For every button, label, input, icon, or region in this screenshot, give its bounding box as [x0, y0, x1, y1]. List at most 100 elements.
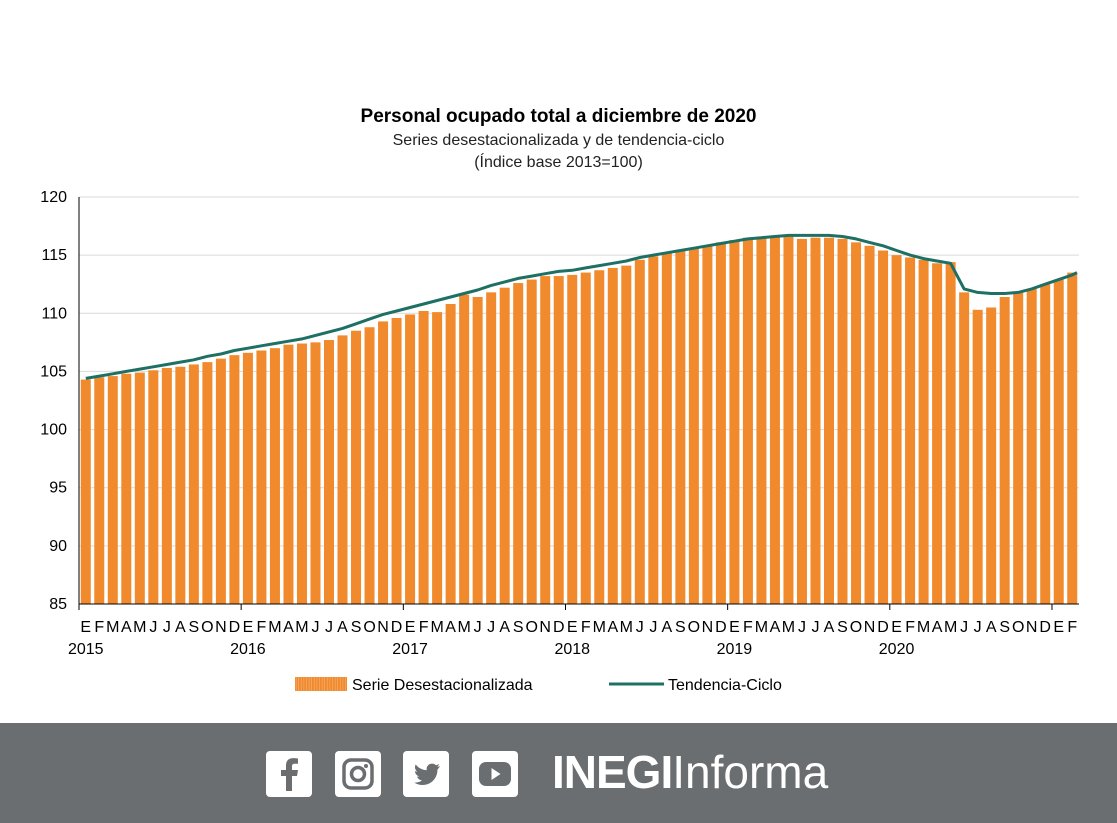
bar	[756, 236, 767, 604]
bar	[242, 352, 253, 604]
x-tick-label: M	[917, 619, 930, 636]
facebook-icon[interactable]	[266, 751, 312, 797]
bar	[918, 259, 929, 604]
x-tick-label: A	[445, 619, 456, 636]
x-tick-label: J	[811, 619, 819, 636]
x-tick-label: E	[891, 619, 902, 636]
bar	[999, 297, 1010, 604]
bar	[972, 309, 983, 604]
bar	[391, 317, 402, 604]
legend-label-bars: Serie Desestacionalizada	[352, 677, 533, 694]
bar	[526, 279, 537, 604]
x-tick-label: E	[405, 619, 416, 636]
year-label: 2020	[879, 641, 915, 658]
bar	[445, 303, 456, 604]
bar	[634, 259, 645, 604]
bar	[729, 240, 740, 605]
bar	[932, 263, 943, 604]
x-tick-label: J	[487, 619, 495, 636]
bar	[540, 276, 551, 604]
bar	[337, 335, 348, 604]
x-tick-label: F	[743, 619, 753, 636]
x-tick-label: J	[798, 619, 806, 636]
bar	[864, 245, 875, 604]
bar	[296, 343, 307, 604]
twitter-icon[interactable]	[403, 751, 449, 797]
x-tick-label: N	[702, 619, 714, 636]
trend-line	[85, 233, 1078, 380]
bar	[959, 292, 970, 604]
y-tick-label: 85	[49, 596, 67, 613]
bar	[796, 238, 807, 604]
bar	[905, 257, 916, 604]
x-tick-label: M	[944, 619, 957, 636]
x-tick-label: N	[539, 619, 551, 636]
x-tick-label: D	[553, 619, 565, 636]
bar	[688, 248, 699, 604]
bar	[851, 242, 862, 604]
chart-title: Personal ocupado total a diciembre de 20…	[360, 106, 757, 127]
legend-bar-swatch	[295, 677, 347, 691]
bar	[351, 330, 362, 604]
footer-bar: INEGIInforma	[0, 723, 1117, 823]
x-tick-label: M	[133, 619, 146, 636]
x-tick-label: S	[675, 619, 686, 636]
x-tick-label: E	[567, 619, 578, 636]
bar	[134, 372, 145, 604]
bar	[324, 340, 334, 604]
y-tick-label: 90	[49, 538, 67, 555]
bar	[405, 314, 416, 604]
bar	[675, 250, 686, 604]
instagram-icon[interactable]	[335, 751, 381, 797]
x-tick-label: A	[337, 619, 348, 636]
bar	[432, 312, 443, 604]
x-tick-label: J	[960, 619, 968, 636]
bar	[769, 236, 780, 604]
bar	[567, 274, 578, 604]
bar	[945, 262, 956, 604]
x-tick-label: F	[905, 619, 915, 636]
x-tick-label: E	[1053, 619, 1064, 636]
bar	[891, 255, 902, 604]
x-tick-label: S	[189, 619, 200, 636]
bar	[621, 265, 632, 604]
x-tick-label: M	[430, 619, 443, 636]
chart-area: Personal ocupado total a diciembre de 20…	[40, 106, 1079, 694]
bar	[1013, 292, 1024, 604]
bar	[94, 377, 105, 604]
x-tick-label: E	[729, 619, 740, 636]
x-tick-label: M	[457, 619, 470, 636]
year-label: 2015	[68, 641, 104, 658]
x-tick-label: A	[283, 619, 294, 636]
bar	[580, 272, 591, 604]
x-tick-label: J	[311, 619, 319, 636]
x-tick-label: O	[850, 619, 862, 636]
bar	[661, 252, 672, 604]
bar	[80, 379, 91, 604]
y-tick-label: 105	[40, 363, 67, 380]
x-tick-label: O	[363, 619, 375, 636]
bar	[256, 350, 267, 604]
x-tick-label: O	[688, 619, 700, 636]
bar	[1067, 272, 1078, 604]
x-tick-label: D	[715, 619, 727, 636]
x-tick-label: N	[377, 619, 389, 636]
bar	[486, 292, 497, 604]
x-tick-label: S	[999, 619, 1010, 636]
bar	[188, 364, 199, 604]
bar	[215, 358, 226, 604]
bar	[1026, 288, 1037, 604]
bar	[283, 344, 294, 604]
x-tick-label: S	[351, 619, 362, 636]
bar	[837, 238, 848, 604]
x-tick-label: M	[755, 619, 768, 636]
x-tick-label: N	[215, 619, 227, 636]
bar	[513, 283, 524, 604]
bar	[121, 373, 132, 604]
y-tick-label: 115	[41, 247, 67, 264]
x-tick-label: O	[525, 619, 537, 636]
bar	[715, 242, 726, 604]
youtube-icon[interactable]	[472, 751, 518, 797]
x-tick-label: N	[1026, 619, 1038, 636]
